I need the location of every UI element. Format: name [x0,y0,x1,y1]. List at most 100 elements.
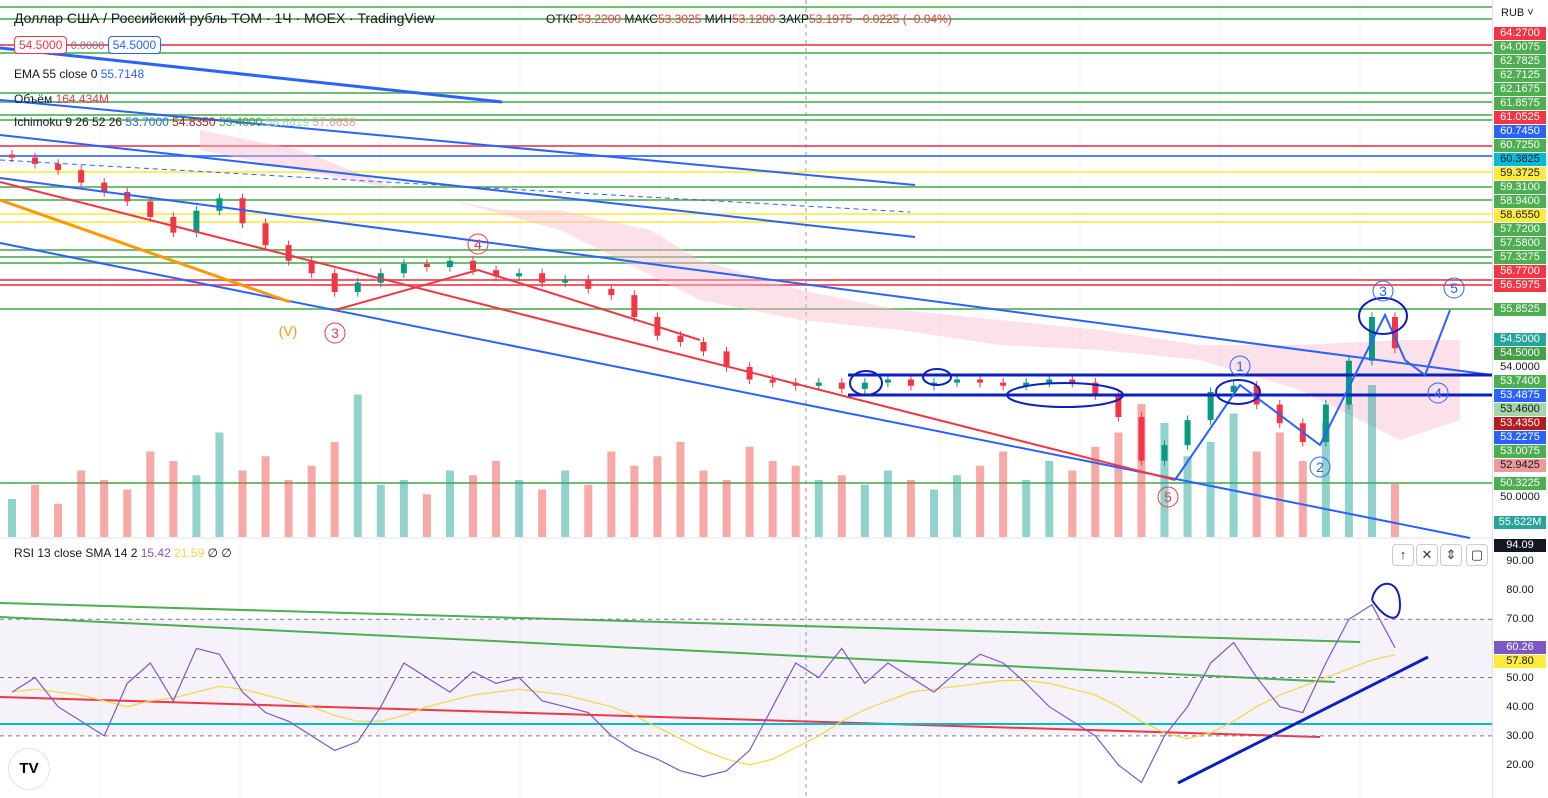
price-label: 58.6550 [1494,209,1546,222]
rsi-tick: 20.00 [1506,758,1534,771]
candle-body [262,223,269,246]
rsi-sma-line [11,654,1396,766]
candle-body [861,382,868,389]
ichimoku-legend[interactable]: Ichimoku 9 26 52 26 53.7000 54.8350 53.4… [14,115,356,129]
buy-button[interactable]: 54.5000 [107,36,162,54]
volume-bar [1298,461,1307,537]
symbol-title[interactable]: Доллар США / Российский рубль TOM · 1Ч ·… [14,10,435,26]
volume-bar [561,470,570,537]
candle-body [55,163,62,171]
ema-legend[interactable]: EMA 55 close 0 55.7148 [14,67,144,81]
ichimoku-v1: 53.7000 [125,115,169,129]
wave-labels[interactable]: (V) 3 4 5 1 2 3 4 5 [279,233,1465,508]
candle-body [78,170,85,183]
currency-label: RUB [1501,7,1525,19]
price-label: 59.3725 [1494,167,1546,180]
ichimoku-v4: 56.6619 [265,115,310,129]
sell-button[interactable]: 54.5000 [14,36,68,54]
volume-bar [653,456,662,537]
volume-bar [953,475,962,537]
ichimoku-v3: 53.4000 [218,115,263,129]
volume-bar [1229,413,1238,537]
rsi-tick: 30.00 [1506,729,1534,742]
candle-body [147,201,154,217]
volume-bar [837,475,846,537]
price-label: 62.1675 [1494,83,1546,96]
volume-bar [722,480,731,537]
volume-bar [1344,404,1353,537]
volume-bar [123,489,132,537]
candle-body [1138,417,1145,461]
ichimoku-v5: 57.6638 [312,115,356,129]
candle-body [470,260,476,271]
wave-label-red-5: 5 [1164,489,1172,505]
price-label: 57.5800 [1494,237,1546,250]
volume-bar [906,480,915,537]
candle-body [677,335,684,342]
volume-bar [169,461,178,537]
move-pane-up-button[interactable]: ↑ [1392,544,1414,566]
candle-body [170,217,177,233]
wave-label-blue-2: 2 [1316,459,1324,475]
currency-selector[interactable]: RUB ˅ [1501,7,1534,19]
volume-bar [976,465,985,537]
price-label: 60.7250 [1494,139,1546,152]
chart-canvas[interactable]: (V) 3 4 5 1 2 3 4 5 [0,0,1492,798]
volume-bar [1045,461,1054,537]
candle-body [216,198,223,211]
price-label: 57.7200 [1494,223,1546,236]
wave-label-red-3: 3 [331,325,339,341]
volume-bar [515,480,524,537]
candle-body [423,263,430,267]
candle-body [1161,445,1168,461]
low-value: 53.1200 [731,12,776,26]
open-label: ОТКР [546,12,578,26]
rsi-value-label: 94.09 [1494,539,1546,552]
wave-label-blue-5: 5 [1450,280,1458,296]
price-label: 54.5000 [1494,347,1546,360]
volume-bar [399,480,408,537]
volume-bar [1022,480,1031,537]
candle-body [446,260,453,267]
price-label: 54.5000 [1494,333,1546,346]
volume-bar [8,499,16,537]
tradingview-logo[interactable]: TV [8,748,50,790]
collapse-pane-button[interactable]: ⇕ [1440,544,1462,566]
candle-body [193,210,200,233]
candle-body [354,282,361,292]
volume-bar [930,489,938,537]
volume-bar [445,470,454,537]
volume-bar [1321,423,1330,537]
rsi-value-label: 57.80 [1494,655,1546,668]
candle-body [608,288,615,296]
rsi-legend[interactable]: RSI 13 close SMA 14 2 15.42 21.59 ∅ ∅ [14,546,232,560]
candle-body [954,379,961,383]
candle-body [516,273,523,277]
candle-body [723,351,730,367]
maximize-pane-button[interactable]: ▢ [1466,544,1488,566]
rsi-label: RSI 13 close SMA 14 2 [14,546,138,560]
volume-bar [607,451,616,537]
volume-value: 164.434M [55,92,109,106]
candle-body [1230,385,1237,392]
wave-label-red-4: 4 [474,236,482,252]
rsi-tick: 80.00 [1506,584,1534,597]
wave-label-blue-1: 1 [1236,358,1244,374]
price-label: 55.8525 [1494,303,1546,316]
trend-drawings[interactable] [0,46,1492,785]
price-label: 60.7450 [1494,125,1546,138]
close-pane-button[interactable]: ✕ [1416,544,1438,566]
wave-label-blue-4: 4 [1434,385,1442,401]
ichimoku-cloud [200,130,1460,440]
volume-bar [1275,432,1284,537]
candle-body [493,270,500,277]
volume-bar [422,494,431,537]
volume-legend[interactable]: Объём 164.434M [14,92,109,106]
price-label: 62.7825 [1494,55,1546,68]
volume-bar [584,484,593,537]
volume-bar [999,451,1008,537]
price-label: 54.0000 [1500,361,1540,373]
candle-body [838,382,845,389]
volume-bar [307,465,316,537]
candle-body [539,273,546,283]
